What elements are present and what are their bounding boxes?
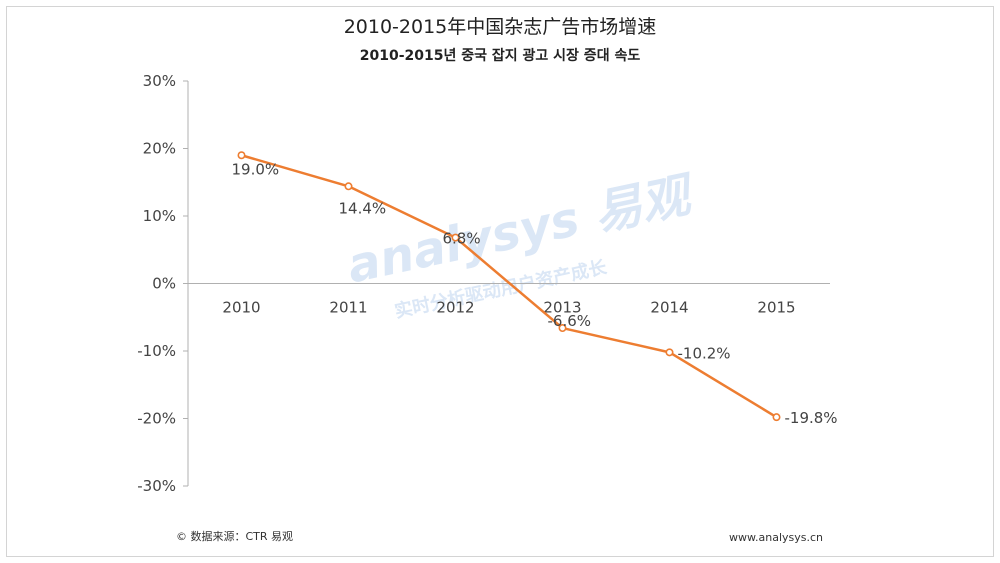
data-label: 6.8% xyxy=(443,230,481,248)
website-url: www.analysys.cn xyxy=(729,531,823,544)
x-tick-label: 2015 xyxy=(757,299,795,317)
x-tick-label: 2010 xyxy=(222,299,260,317)
x-tick-label: 2012 xyxy=(436,299,474,317)
chart-title: 2010-2015年中国杂志广告市场增速 xyxy=(343,16,657,38)
data-point-marker xyxy=(772,413,781,422)
data-point-marker xyxy=(237,151,246,160)
data-label: -6.6% xyxy=(548,312,592,330)
x-tick-label: 2011 xyxy=(329,299,367,317)
data-label: -10.2% xyxy=(678,344,731,362)
x-tick-label: 2013 xyxy=(543,299,581,317)
y-tick-label: -10% xyxy=(137,342,176,360)
y-tick-label: -20% xyxy=(137,410,176,428)
y-tick-label: 0% xyxy=(152,275,176,293)
data-source: © 数据来源：CTR 易观 xyxy=(176,530,294,543)
data-label: -19.8% xyxy=(785,409,838,427)
chart-subtitle: 2010-2015년 중국 잡지 광고 시장 증대 속도 xyxy=(359,48,641,64)
data-point-marker xyxy=(451,233,460,242)
chart-frame xyxy=(6,6,994,557)
data-label: 19.0% xyxy=(232,160,280,178)
y-tick-label: 30% xyxy=(143,72,176,90)
data-point-marker xyxy=(344,182,353,191)
y-tick-label: 10% xyxy=(143,207,176,225)
y-tick-label: 20% xyxy=(143,140,176,158)
data-label: 14.4% xyxy=(339,199,387,217)
series-line xyxy=(241,154,778,419)
x-tick-label: 2014 xyxy=(650,299,688,317)
y-tick-label: -30% xyxy=(137,477,176,495)
data-point-marker xyxy=(665,348,674,357)
data-point-marker xyxy=(558,324,567,333)
